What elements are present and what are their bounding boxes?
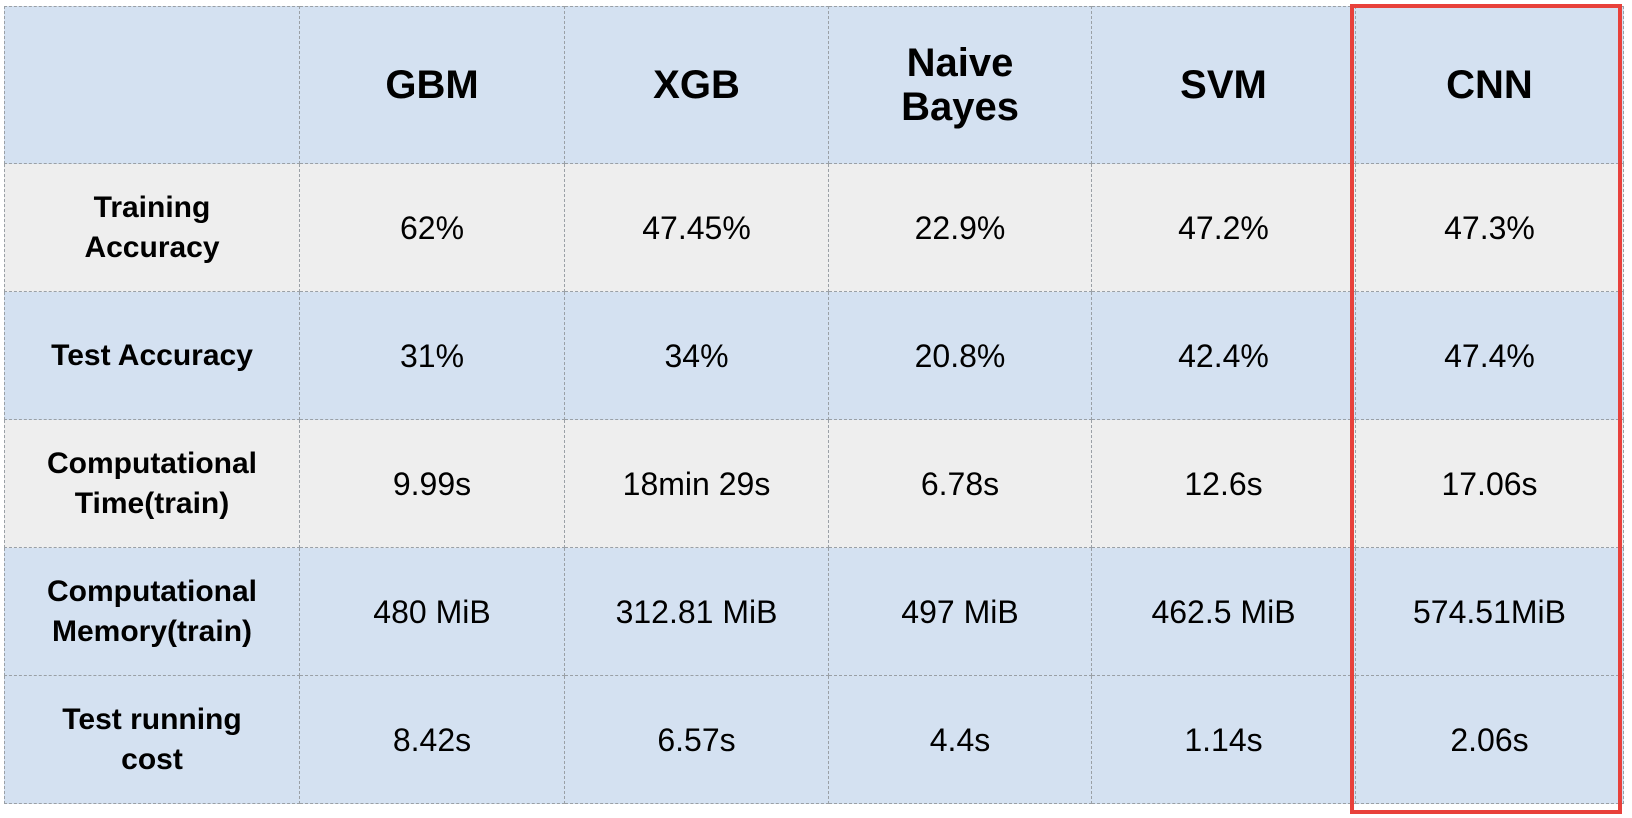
column-header-1-text: GBM: [385, 63, 479, 107]
cell-r3-c3-text: 462.5 MiB: [1151, 593, 1296, 630]
cell-r0-c4: 47.3%: [1356, 164, 1624, 292]
column-header-1: GBM: [300, 6, 565, 164]
cell-r1-c3-text: 42.4%: [1178, 337, 1269, 374]
cell-r2-c0: 9.99s: [300, 420, 565, 548]
cell-r2-c2-text: 6.78s: [920, 465, 1000, 502]
cell-r0-c3: 47.2%: [1092, 164, 1356, 292]
cell-r2-c4: 17.06s: [1356, 420, 1624, 548]
cell-r2-c2: 6.78s: [829, 420, 1092, 548]
cell-r0-c2: 22.9%: [829, 164, 1092, 292]
cell-r3-c1: 312.81 MiB: [565, 548, 829, 676]
cell-r1-c4: 47.4%: [1356, 292, 1624, 420]
row-label-4: Test running cost: [4, 676, 300, 804]
cell-r0-c4-text: 47.3%: [1444, 209, 1535, 246]
cell-r4-c2: 4.4s: [829, 676, 1092, 804]
cell-r3-c0: 480 MiB: [300, 548, 565, 676]
cell-r4-c1: 6.57s: [565, 676, 829, 804]
cell-r2-c0-text: 9.99s: [392, 465, 472, 502]
cell-r1-c2: 20.8%: [829, 292, 1092, 420]
row-label-3-text: Computational Memory(train): [47, 574, 257, 648]
cell-r4-c1-text: 6.57s: [657, 721, 736, 758]
cell-r4-c0-text: 8.42s: [392, 721, 472, 758]
column-header-5: CNN: [1356, 6, 1624, 164]
cell-r4-c0: 8.42s: [300, 676, 565, 804]
cell-r0-c0: 62%: [300, 164, 565, 292]
cell-r1-c1-text: 34%: [664, 337, 729, 374]
cell-r3-c3: 462.5 MiB: [1092, 548, 1356, 676]
cell-r2-c4-text: 17.06s: [1441, 465, 1538, 502]
row-label-0: Training Accuracy: [4, 164, 300, 292]
cell-r1-c3: 42.4%: [1092, 292, 1356, 420]
row-label-0-text: Training Accuracy: [84, 190, 220, 264]
cell-r3-c0-text: 480 MiB: [373, 593, 491, 630]
row-label-4-text: Test running cost: [62, 702, 242, 776]
column-header-4: SVM: [1092, 6, 1356, 164]
cell-r0-c3-text: 47.2%: [1178, 209, 1269, 246]
column-header-3-text: Naive Bayes: [901, 41, 1019, 129]
column-header-4-text: SVM: [1180, 63, 1267, 107]
column-header-2-text: XGB: [653, 63, 740, 107]
cell-r2-c3: 12.6s: [1092, 420, 1356, 548]
column-header-2: XGB: [565, 6, 829, 164]
cell-r0-c0-text: 62%: [399, 209, 465, 246]
cell-r4-c4-text: 2.06s: [1450, 721, 1529, 758]
row-label-2-text: Computational Time(train): [47, 446, 257, 520]
cell-r0-c1: 47.45%: [565, 164, 829, 292]
comparison-table: GBM XGB Naive Bayes SVM CNN Training Accuracy…: [4, 6, 1624, 812]
cell-r1-c0-text: 31%: [399, 337, 465, 374]
cell-r3-c4-text: 574.51MiB: [1413, 593, 1566, 630]
cell-r3-c1-text: 312.81 MiB: [615, 593, 778, 630]
cell-r3-c4: 574.51MiB: [1356, 548, 1624, 676]
cell-r1-c1: 34%: [565, 292, 829, 420]
cell-r1-c0: 31%: [300, 292, 565, 420]
cell-r3-c2-text: 497 MiB: [901, 593, 1019, 630]
cell-r4-c4: 2.06s: [1356, 676, 1624, 804]
cell-r0-c2-text: 22.9%: [914, 209, 1006, 246]
cell-r3-c2: 497 MiB: [829, 548, 1092, 676]
cell-r1-c4-text: 47.4%: [1444, 337, 1535, 374]
cell-r4-c3: 1.14s: [1092, 676, 1356, 804]
row-label-1-text: Test Accuracy: [51, 338, 253, 372]
cell-r1-c2-text: 20.8%: [914, 337, 1006, 374]
cell-r2-c1: 18min 29s: [565, 420, 829, 548]
row-label-1: Test Accuracy: [4, 292, 300, 420]
row-label-2: Computational Time(train): [4, 420, 300, 548]
cell-r2-c1-text: 18min 29s: [622, 465, 771, 502]
cell-r0-c1-text: 47.45%: [642, 209, 751, 246]
column-header-3: Naive Bayes: [829, 6, 1092, 164]
header-corner-cell: [4, 6, 300, 164]
cell-r4-c2-text: 4.4s: [929, 721, 991, 758]
column-header-5-text: CNN: [1446, 63, 1533, 107]
cell-r2-c3-text: 12.6s: [1184, 465, 1263, 502]
cell-r4-c3-text: 1.14s: [1184, 721, 1263, 758]
row-label-3: Computational Memory(train): [4, 548, 300, 676]
